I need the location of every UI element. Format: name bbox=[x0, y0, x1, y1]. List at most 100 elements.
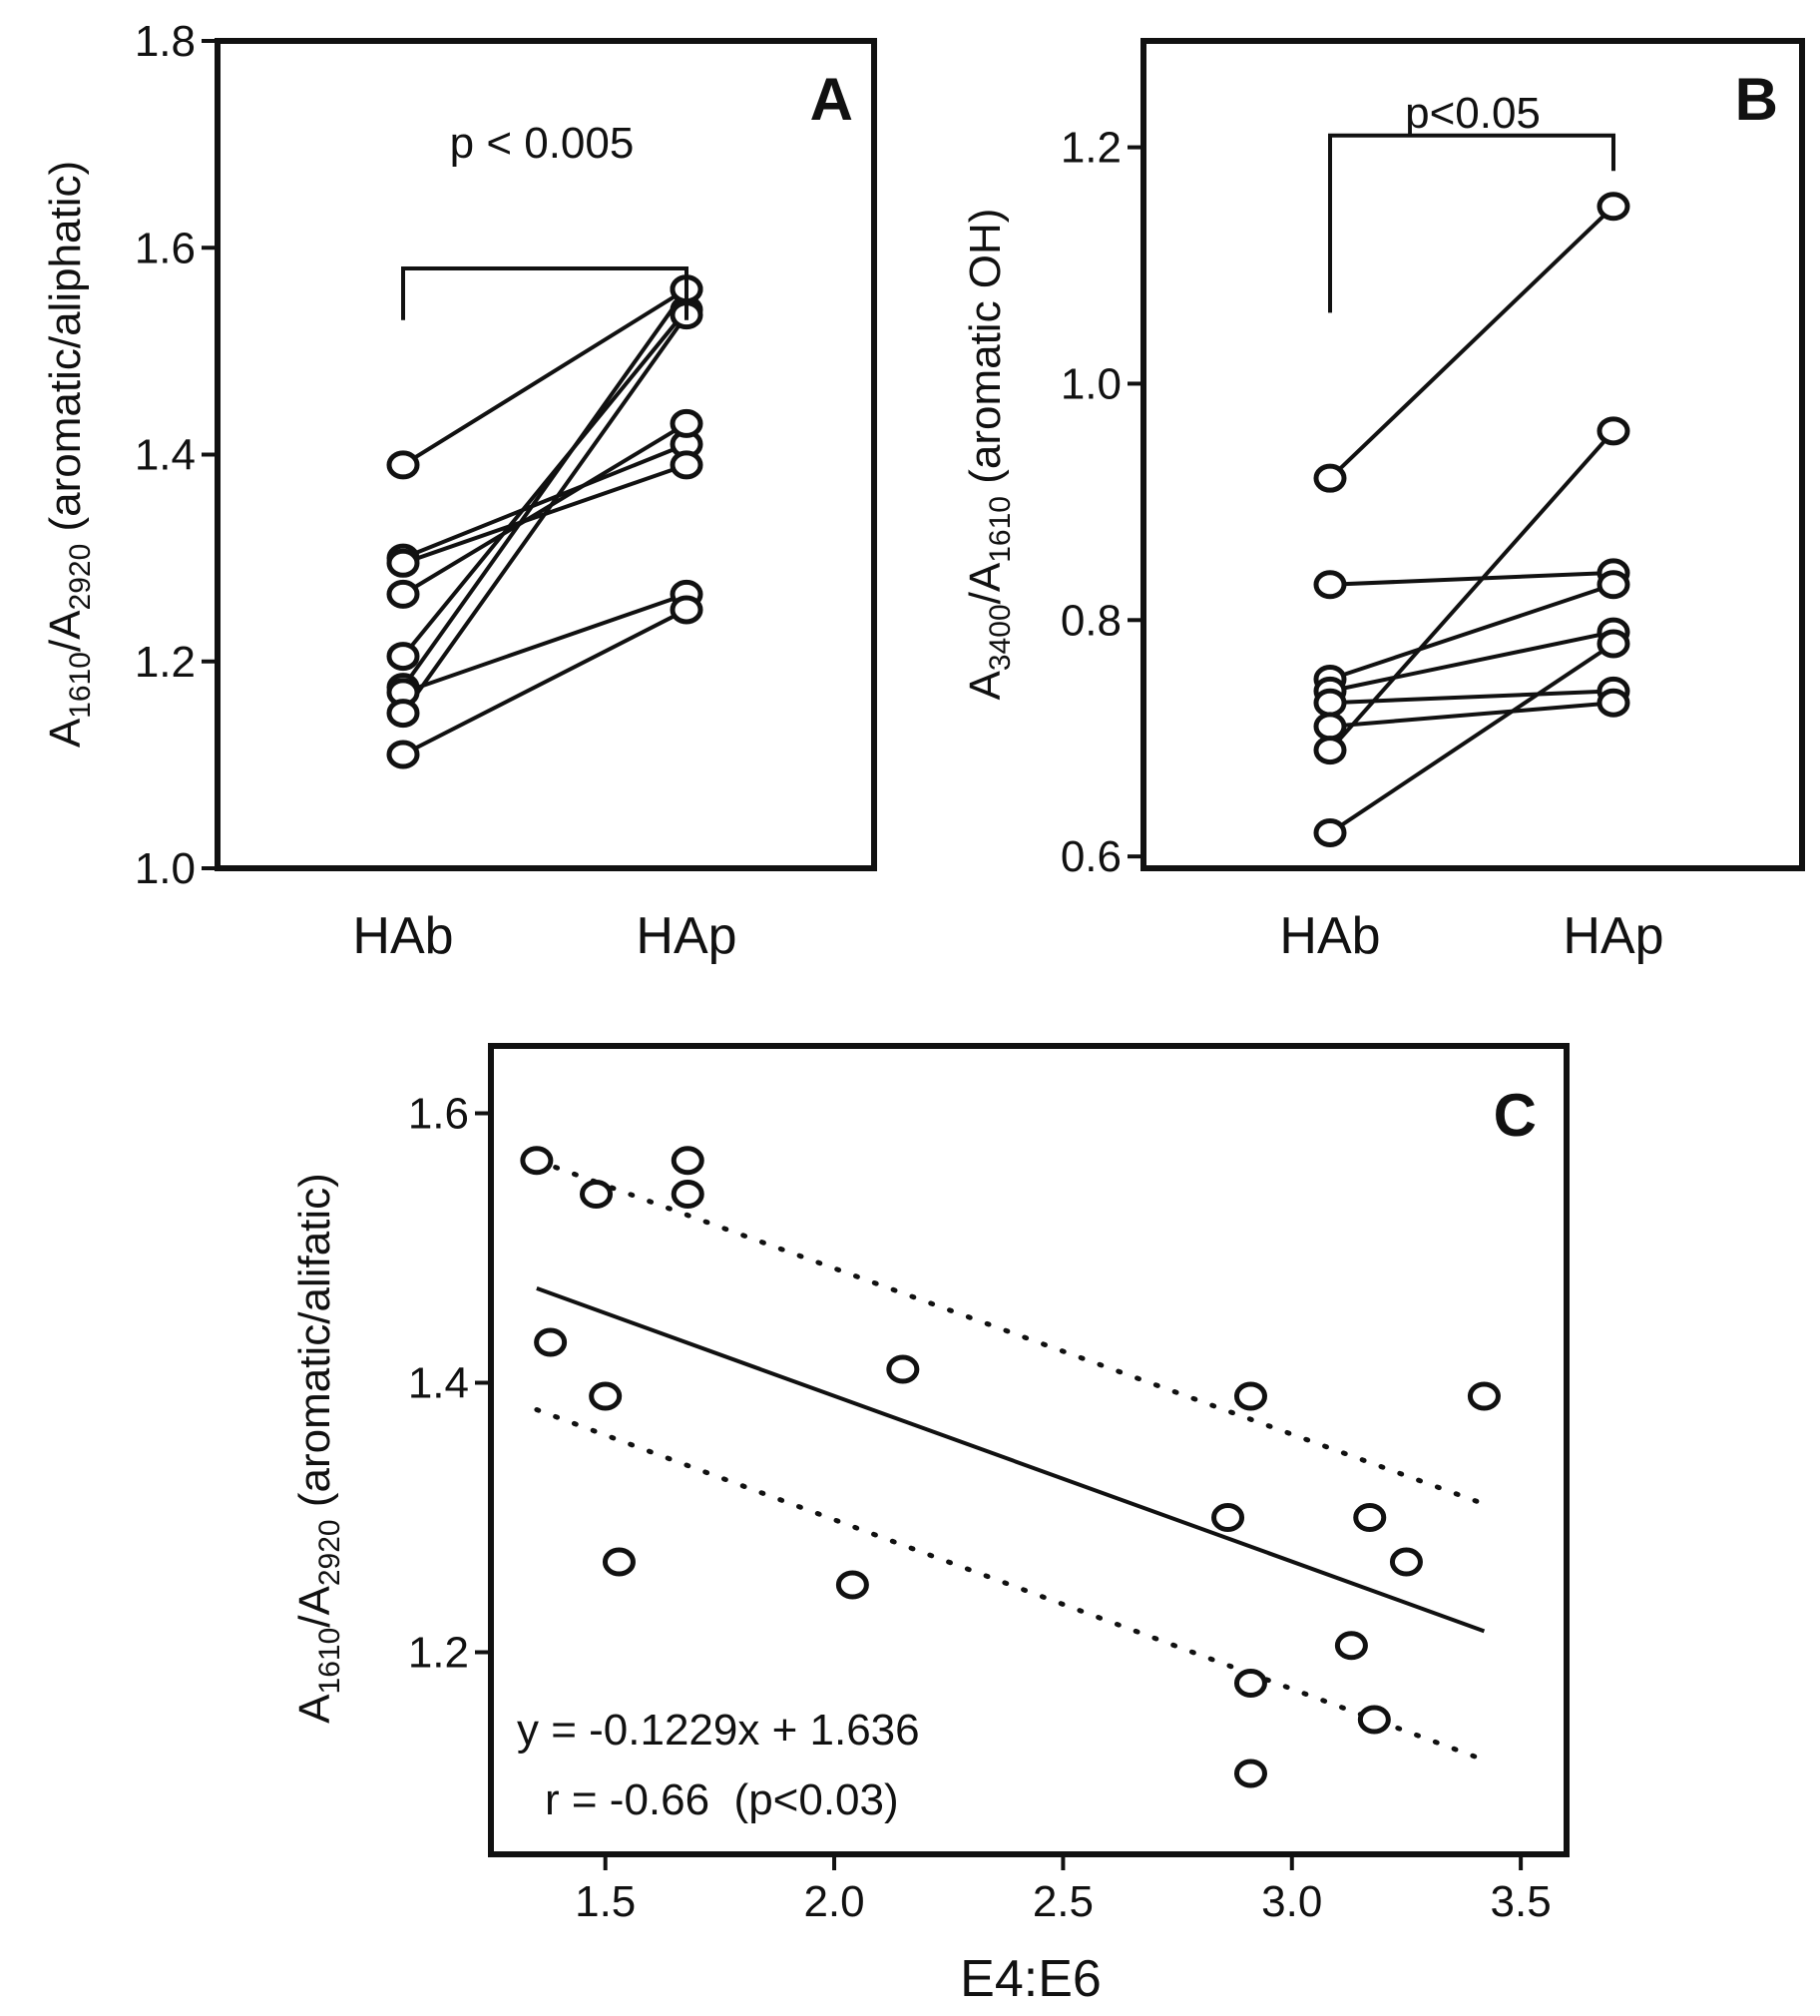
panel-b-marker-hab bbox=[1313, 817, 1347, 847]
panel-b-x-category-label: HAb bbox=[1279, 907, 1380, 965]
panel-b-marker-hab bbox=[1313, 463, 1347, 493]
panel-c-scatter-point bbox=[671, 1180, 704, 1209]
panel-a-ylabel-slash: /A bbox=[41, 610, 90, 652]
panel-c-ci-upper-line bbox=[534, 1158, 1487, 1507]
panel-a-pair-line bbox=[401, 287, 688, 467]
panel-a-marker-hap bbox=[670, 595, 703, 625]
panel-b-y-axis-title: A3400/A1610 (aromatic OH) bbox=[961, 209, 1017, 701]
panel-c-scatter-point bbox=[835, 1570, 869, 1600]
panel-b-letter: B bbox=[1735, 66, 1778, 133]
panel-b-marker-hab bbox=[1313, 688, 1347, 718]
panel-c-scatter-point bbox=[1467, 1381, 1501, 1411]
panel-b-marker-hap bbox=[1596, 192, 1630, 222]
panel-b-marker-hap bbox=[1596, 629, 1630, 659]
panel-c-scatter-point bbox=[886, 1354, 920, 1384]
panel-b-pair-line bbox=[1329, 701, 1614, 729]
panel-a-x-category-label: HAb bbox=[352, 907, 453, 965]
panel-b-x-category-label: HAp bbox=[1563, 907, 1663, 965]
panel-b-ylabel-main: A bbox=[961, 670, 1010, 700]
panel-b-significance-bracket bbox=[1328, 133, 1615, 313]
panel-a-marker-hab bbox=[386, 548, 420, 578]
panel-b: 0.6 0.8 1.0 1.2 HAb HAp B p<0.05 A3400/A1610 … bbox=[961, 38, 1805, 965]
panel-b-ylabel-sub1: 3400 bbox=[984, 604, 1017, 671]
panel-b-marker-hap bbox=[1596, 688, 1630, 718]
panel-c-scatter-point bbox=[1211, 1503, 1245, 1532]
panel-a-pair-line bbox=[402, 608, 687, 756]
panel-b-p-value: p<0.05 bbox=[1405, 89, 1541, 138]
panel-c-regression-line bbox=[536, 1286, 1486, 1634]
panel-c-y-tick-label: 1.2 bbox=[408, 1629, 469, 1678]
panel-c-x-tick-label: 3.0 bbox=[1261, 1877, 1322, 1926]
panel-c-scatter-point bbox=[580, 1180, 614, 1209]
panel-c-scatter-point bbox=[534, 1327, 568, 1357]
panel-b-marker-hab bbox=[1313, 736, 1347, 765]
panel-b-y-tick-label: 0.6 bbox=[1061, 832, 1122, 881]
panel-b-marker-hab bbox=[1313, 570, 1347, 600]
panel-c-ylabel-main: A bbox=[290, 1694, 339, 1724]
panel-c-scatter-point bbox=[1389, 1547, 1423, 1577]
panel-c-scatter-point bbox=[1357, 1705, 1391, 1735]
panel-c-scatter-point bbox=[671, 1146, 704, 1176]
panel-a-ylabel-rest: (aromatic/aliphatic) bbox=[41, 161, 90, 544]
panel-b-pair-line bbox=[1329, 582, 1614, 682]
panel-a-ylabel-sub2: 2920 bbox=[64, 544, 97, 611]
panel-a-marker-hab bbox=[386, 699, 420, 729]
panel-b-pair-line bbox=[1329, 630, 1614, 694]
panel-c-scatter-point bbox=[1334, 1631, 1368, 1661]
panel-b-y-tick-label: 1.2 bbox=[1061, 124, 1122, 173]
panel-c-scatter-point bbox=[589, 1381, 623, 1411]
panel-a-marks: 1.0 1.2 1.4 1.6 1.8 HAb HAp bbox=[135, 17, 737, 965]
panel-a-pair-line bbox=[401, 421, 688, 597]
panel-b-ylabel-rest: (aromatic OH) bbox=[961, 209, 1010, 496]
panel-c-ylabel-rest: (aromatic/alifatic) bbox=[290, 1173, 339, 1519]
panel-b-frame bbox=[1140, 38, 1805, 871]
panel-a-ylabel-main: A bbox=[41, 718, 90, 748]
panel-b-marks: 0.6 0.8 1.0 1.2 HAb HAp bbox=[1061, 124, 1664, 965]
panel-b-pair-line bbox=[1328, 205, 1615, 480]
panel-a-marker-hap bbox=[670, 450, 703, 480]
panel-b-ylabel-slash: /A bbox=[961, 562, 1010, 604]
panel-c-ylabel-sub2: 2920 bbox=[313, 1519, 346, 1586]
panel-a-y-tick-label: 1.6 bbox=[135, 224, 196, 272]
panel-c-scatter-point bbox=[1233, 1759, 1267, 1788]
panel-b-marker-hab bbox=[1313, 712, 1347, 742]
panel-a-p-value: p < 0.005 bbox=[450, 119, 635, 168]
panel-a-marker-hab bbox=[386, 579, 420, 609]
panel-b-pair-line bbox=[1328, 429, 1615, 752]
panel-a-y-tick-label: 1.0 bbox=[135, 844, 196, 893]
panel-c-scatter-point bbox=[602, 1547, 636, 1577]
panel-c-y-tick-label: 1.6 bbox=[408, 1090, 469, 1139]
panel-c-equation: y = -0.1229x + 1.636 bbox=[517, 1706, 920, 1755]
panel-c-marks: 1.2 1.4 1.6 1.5 2.0 2.5 3.0 3.5 bbox=[408, 1090, 1552, 1927]
panel-a-pair-line bbox=[402, 442, 687, 560]
panel-b-ylabel-sub2: 1610 bbox=[984, 496, 1017, 563]
panel-c-scatter-point bbox=[1233, 1381, 1267, 1411]
panel-a-x-category-label: HAp bbox=[636, 907, 736, 965]
panel-c: 1.2 1.4 1.6 1.5 2.0 2.5 3.0 3.5 C y = -0.1229x … bbox=[290, 1043, 1570, 2008]
panel-a-pair-line bbox=[401, 308, 688, 658]
panel-c-y-tick-label: 1.4 bbox=[408, 1359, 469, 1408]
panel-c-y-axis-title: A1610/A2920 (aromatic/alifatic) bbox=[290, 1173, 346, 1724]
panel-c-x-tick-label: 2.5 bbox=[1033, 1877, 1094, 1926]
panel-b-marker-hap bbox=[1596, 416, 1630, 446]
panel-a-pair-line bbox=[401, 287, 688, 689]
panel-a-pair-line bbox=[401, 313, 688, 715]
panel-c-ci-lower-line bbox=[534, 1407, 1487, 1763]
panel-c-frame bbox=[488, 1043, 1570, 1857]
panel-c-scatter-point bbox=[1353, 1503, 1387, 1532]
panel-c-x-axis-title: E4:E6 bbox=[960, 1950, 1102, 2008]
panel-c-letter: C bbox=[1494, 1082, 1537, 1149]
panel-a-marker-hab bbox=[386, 450, 420, 480]
panel-b-pair-line bbox=[1329, 689, 1614, 706]
panel-b-y-tick-label: 1.0 bbox=[1061, 359, 1122, 408]
panel-c-correlation: r = -0.66 (p<0.03) bbox=[545, 1775, 899, 1824]
panel-a-letter: A bbox=[810, 66, 853, 133]
panel-a-y-tick-label: 1.8 bbox=[135, 17, 196, 66]
panel-c-ylabel-slash: /A bbox=[290, 1585, 339, 1627]
panel-a-significance-bracket bbox=[401, 265, 688, 320]
panel-a-marker-hab bbox=[386, 740, 420, 769]
panel-c-ylabel-sub1: 1610 bbox=[313, 1628, 346, 1695]
panel-b-pair-line bbox=[1329, 570, 1614, 587]
